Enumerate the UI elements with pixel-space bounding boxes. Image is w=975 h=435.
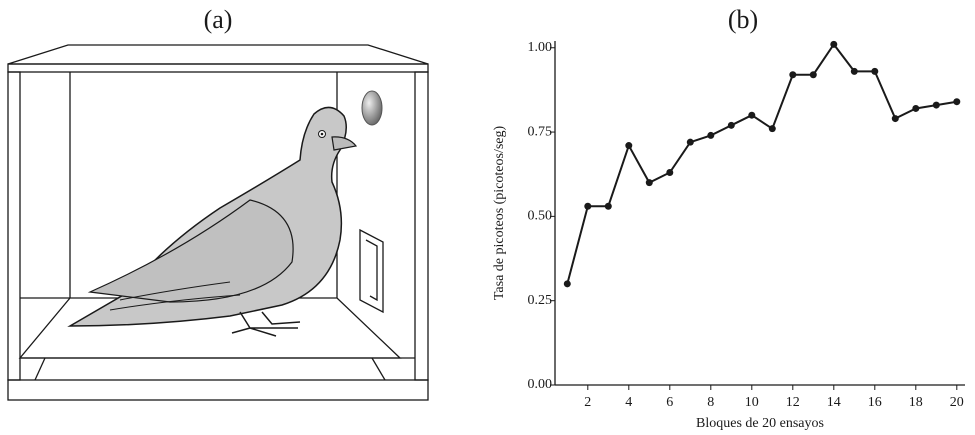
data-point (666, 169, 673, 176)
data-point (707, 132, 714, 139)
data-point (912, 105, 919, 112)
data-point (933, 102, 940, 109)
x-tick-label: 18 (909, 395, 923, 410)
chart-title: (b) (728, 5, 758, 34)
data-point (851, 68, 858, 75)
x-tick-label: 2 (584, 395, 591, 410)
data-point (769, 125, 776, 132)
y-tick-label: 0.25 (528, 293, 553, 308)
x-tick-label: 16 (868, 395, 882, 410)
data-point (830, 41, 837, 48)
data-point (871, 68, 878, 75)
x-tick-label: 14 (827, 395, 841, 410)
data-point (584, 203, 591, 210)
y-tick-label: 0.75 (528, 124, 553, 139)
y-tick-label: 0.00 (528, 377, 553, 392)
figure: (a) (b) Bloques de 20 ensayos Tasa de pi… (0, 0, 975, 435)
data-point (625, 142, 632, 149)
x-tick-label: 8 (707, 395, 714, 410)
data-point (748, 112, 755, 119)
y-axis-label: Tasa de picoteos (picoteos/seg) (492, 125, 507, 300)
data-point (564, 280, 571, 287)
data-point (605, 203, 612, 210)
x-tick-label: 4 (625, 395, 632, 410)
x-tick-label: 6 (666, 395, 673, 410)
data-point (728, 122, 735, 129)
panel-label: (a) (204, 5, 233, 34)
data-point (789, 71, 796, 78)
data-point (810, 71, 817, 78)
data-point (687, 139, 694, 146)
data-point (646, 179, 653, 186)
x-tick-label: 20 (950, 395, 964, 410)
data-point (953, 98, 960, 105)
y-tick-label: 1.00 (528, 40, 553, 55)
x-tick-label: 10 (745, 395, 759, 410)
pigeon (70, 107, 356, 336)
x-tick-label: 12 (786, 395, 800, 410)
data-line (567, 44, 957, 283)
x-axis-label: Bloques de 20 ensayos (696, 416, 824, 431)
y-tick-label: 0.50 (528, 209, 553, 224)
data-point (892, 115, 899, 122)
